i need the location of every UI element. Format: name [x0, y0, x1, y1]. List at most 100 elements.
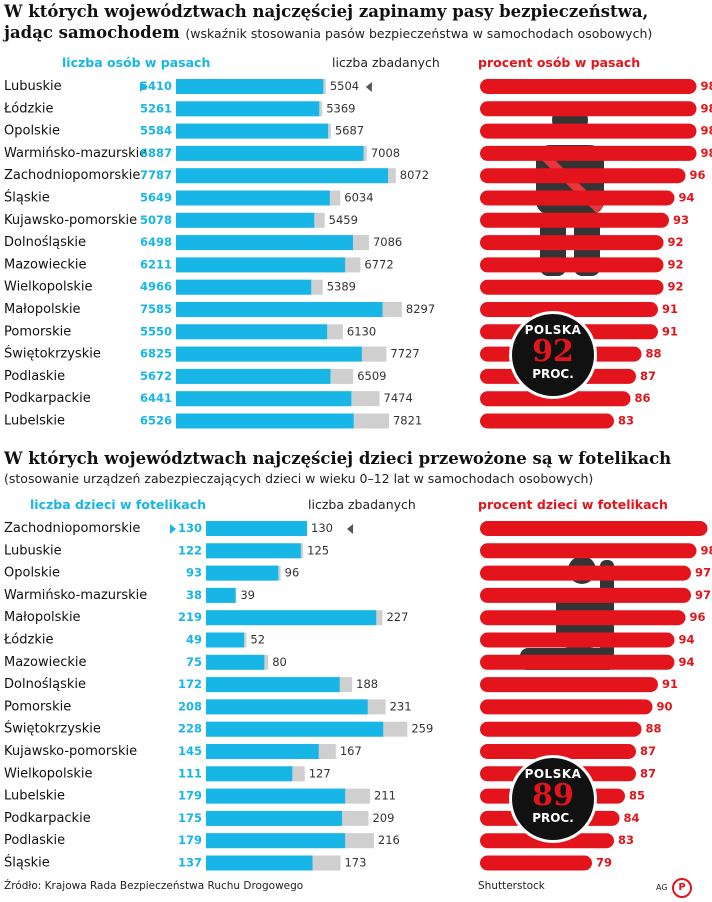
value-label: 4966 [140, 280, 172, 294]
value-bar [176, 257, 346, 273]
value-bar [176, 145, 364, 161]
region-label: Lubuskie [4, 79, 62, 94]
percent-label: 87 [640, 766, 656, 780]
percent-bar [480, 168, 686, 184]
section2-subtitle: (stosowanie urządzeń zabezpieczających d… [4, 471, 594, 486]
percent-label: 94 [679, 633, 695, 647]
region-label: Mazowieckie [4, 655, 87, 670]
studied-label: 227 [386, 610, 408, 624]
percent-label: 90 [657, 699, 673, 713]
value-label: 6211 [140, 257, 172, 271]
percent-label: 97 [695, 566, 711, 580]
value-label: 111 [178, 766, 202, 780]
percent-bar [480, 565, 691, 581]
studied-label: 231 [390, 699, 412, 713]
value-label: 179 [178, 833, 202, 847]
region-label: Lubelskie [4, 414, 65, 429]
marker-arrow-left [170, 524, 176, 534]
marker-arrow-left [140, 82, 146, 92]
value-label: 122 [178, 543, 202, 557]
section2-average-badge: POLSKA 89 PROC. [512, 758, 594, 840]
value-label: 137 [178, 856, 202, 870]
region-label: Opolskie [4, 124, 60, 139]
percent-bar [480, 190, 675, 206]
percent-label: 87 [640, 744, 656, 758]
region-label: Lubuskie [4, 543, 62, 558]
percent-bar [480, 413, 614, 429]
value-label: 49 [186, 633, 202, 647]
percent-label: 79 [596, 856, 612, 870]
region-label: Warmińsko-mazurskie [4, 588, 147, 603]
value-bar [176, 391, 352, 407]
value-label: 5550 [140, 324, 172, 338]
region-label: Warmińsko-mazurskie [4, 146, 147, 161]
value-bar [206, 744, 319, 759]
value-bar [206, 521, 308, 536]
value-label: 145 [178, 744, 202, 758]
region-label: Pomorskie [4, 699, 71, 714]
section1-title: W których województwach najczęściej zapi… [4, 2, 649, 21]
percent-bar [480, 610, 686, 626]
studied-label: 173 [344, 856, 366, 870]
percent-label: 88 [646, 347, 662, 361]
percent-bar [480, 391, 631, 407]
value-bar [176, 79, 324, 94]
section1-header-left: liczba osób w pasach [62, 55, 211, 70]
source-note: Źródło: Krajowa Rada Bezpieczeństwa Ruch… [4, 880, 304, 892]
percent-label: 91 [662, 677, 678, 691]
studied-label: 7821 [393, 414, 422, 428]
percent-label: 92 [668, 257, 684, 271]
value-bar [206, 855, 313, 871]
percent-bar [480, 521, 708, 536]
value-label: 175 [178, 811, 202, 825]
value-bar [206, 610, 377, 626]
studied-label: 6772 [364, 257, 393, 271]
percent-bar [480, 855, 592, 871]
value-bar [176, 168, 389, 184]
studied-label: 80 [272, 655, 287, 669]
region-label: Łódzkie [3, 101, 53, 116]
percent-label: 96 [690, 168, 706, 182]
value-bar [206, 543, 301, 559]
value-bar [206, 788, 346, 804]
value-bar [206, 677, 340, 693]
section2-header-left: liczba dzieci w fotelikach [30, 497, 207, 512]
region-label: Podlaskie [4, 833, 65, 848]
section1-header-right: procent osób w pasach [478, 55, 641, 70]
value-label: 6887 [140, 146, 172, 160]
badge2-country: POLSKA [524, 767, 582, 781]
value-label: 6526 [140, 414, 172, 428]
region-label: Małopolskie [4, 610, 81, 625]
value-label: 6441 [140, 391, 172, 405]
studied-label: 130 [311, 521, 333, 535]
value-bar [206, 654, 265, 670]
region-label: Pomorskie [4, 324, 71, 339]
studied-label: 167 [340, 744, 362, 758]
value-label: 228 [178, 722, 202, 736]
value-bar [176, 212, 315, 228]
region-label: Podlaskie [4, 369, 65, 384]
region-label: Wielkopolskie [4, 766, 93, 781]
percent-label: 98 [701, 79, 712, 93]
percent-label: 92 [668, 280, 684, 294]
percent-bar [480, 833, 614, 849]
value-label: 172 [178, 677, 202, 691]
studied-label: 209 [372, 811, 394, 825]
region-label: Kujawsko-pomorskie [4, 213, 137, 228]
percent-label: 97 [695, 588, 711, 602]
studied-label: 216 [378, 833, 400, 847]
studied-label: 7727 [390, 347, 419, 361]
percent-bar [480, 257, 664, 273]
percent-bar [480, 279, 664, 295]
percent-label: 88 [646, 722, 662, 736]
value-bar [176, 123, 329, 139]
studied-label: 7086 [373, 235, 402, 249]
value-bar [206, 833, 346, 849]
percent-bar [480, 543, 697, 559]
percent-label: 83 [618, 833, 634, 847]
section1-average-badge: POLSKA 92 PROC. [512, 314, 594, 396]
value-bar [176, 235, 353, 251]
region-label: Małopolskie [4, 302, 81, 317]
studied-label: 39 [240, 588, 255, 602]
marker-arrow-right [365, 82, 372, 92]
